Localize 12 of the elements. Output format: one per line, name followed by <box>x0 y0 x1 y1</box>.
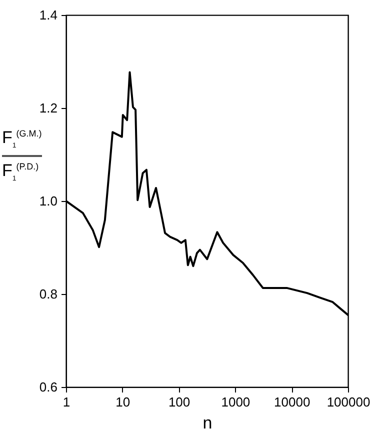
x-tick-label: 100 <box>168 394 190 410</box>
y-tick-label: 0.8 <box>39 286 58 302</box>
x-tick-label: 10000 <box>274 394 310 410</box>
x-tick-label: 100000 <box>326 394 370 410</box>
y-tick-label: 1.2 <box>39 100 58 116</box>
y-tick-label: 1.4 <box>39 8 58 22</box>
y-tick-label: 1.0 <box>39 194 58 208</box>
x-tick-label: 10 <box>116 394 130 410</box>
y-tick-label: 0.6 <box>39 380 58 394</box>
x-axis-title: n <box>202 414 212 432</box>
x-tick-label: 1000 <box>221 394 250 410</box>
x-tick-label: 1 <box>62 394 70 410</box>
